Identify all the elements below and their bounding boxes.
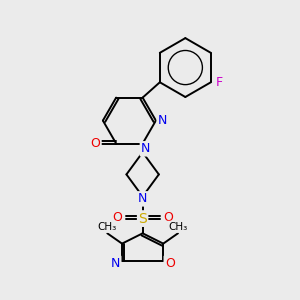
Text: O: O bbox=[165, 256, 175, 269]
Text: N: N bbox=[141, 142, 150, 155]
Text: O: O bbox=[91, 137, 100, 150]
Text: S: S bbox=[138, 212, 147, 226]
Text: N: N bbox=[138, 192, 147, 206]
Text: N: N bbox=[158, 114, 167, 127]
Text: CH₃: CH₃ bbox=[98, 222, 117, 232]
Text: O: O bbox=[112, 211, 122, 224]
Text: F: F bbox=[216, 76, 223, 89]
Text: N: N bbox=[111, 256, 120, 269]
Text: CH₃: CH₃ bbox=[168, 222, 188, 232]
Text: O: O bbox=[163, 211, 173, 224]
